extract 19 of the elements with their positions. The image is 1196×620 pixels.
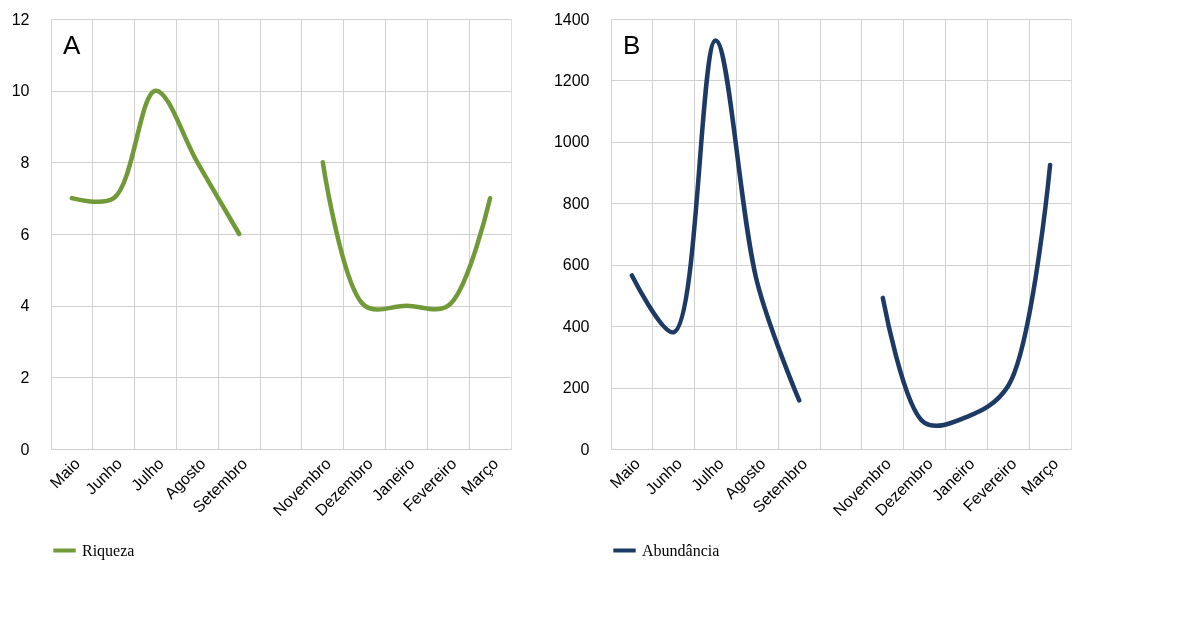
y-tick-label: 4 — [20, 297, 30, 315]
y-tick-label: 0 — [20, 440, 30, 458]
annotation: A — [63, 30, 81, 60]
y-tick-label: 600 — [562, 256, 590, 274]
y-tick-label: 200 — [562, 379, 590, 397]
y-tick-label: 1400 — [553, 10, 590, 28]
legend-label: Riqueza — [82, 541, 135, 560]
legend-label: Abundância — [642, 541, 720, 559]
y-tick-label: 10 — [11, 82, 30, 100]
y-tick-label: 12 — [11, 10, 30, 28]
y-tick-label: 800 — [562, 194, 590, 212]
y-tick-label: 6 — [20, 225, 30, 243]
y-tick-label: 1000 — [553, 133, 590, 151]
y-tick-label: 8 — [20, 153, 30, 171]
y-tick-label: 400 — [562, 317, 590, 335]
y-tick-label: 2 — [20, 368, 30, 386]
y-tick-label: 0 — [580, 440, 590, 458]
y-tick-label: 1200 — [553, 71, 590, 89]
annotation: B — [623, 30, 641, 60]
